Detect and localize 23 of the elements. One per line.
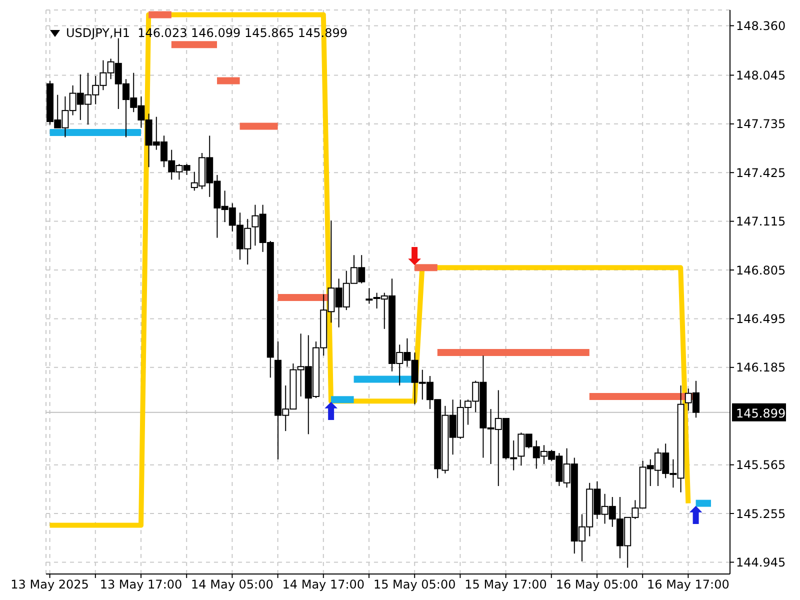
y-tick-label: 146.495 [736,312,786,326]
ref-line-label: 145.899 [736,406,786,420]
x-tick-label: 16 May 17:00 [647,578,730,592]
y-tick-label: 147.425 [736,166,786,180]
y-tick-label: 148.045 [736,68,786,82]
x-tick-label: 13 May 2025 [10,578,89,592]
x-tick-label: 15 May 17:00 [464,578,547,592]
x-tick-label: 14 May 05:00 [191,578,274,592]
annotation: ⬆ [686,502,706,530]
annotation: ⬆ [320,398,342,426]
y-tick-label: 144.945 [736,555,786,570]
y-tick-label: 148.360 [736,18,786,33]
y-tick-label: 145.565 [736,458,786,472]
y-tick-label: 147.115 [736,214,786,229]
y-tick-label: 146.185 [736,360,786,375]
x-tick-label: 13 May 17:00 [100,578,182,592]
y-tick-label: 147.735 [736,117,786,132]
x-tick-label: 16 May 05:00 [556,578,638,592]
annotation: ⬇ [404,242,425,271]
y-tick-label: 146.805 [736,263,786,278]
x-tick-label: 15 May 05:00 [373,578,456,592]
x-tick-label: 14 May 17:00 [282,578,365,592]
y-tick-label: 145.255 [736,506,786,521]
